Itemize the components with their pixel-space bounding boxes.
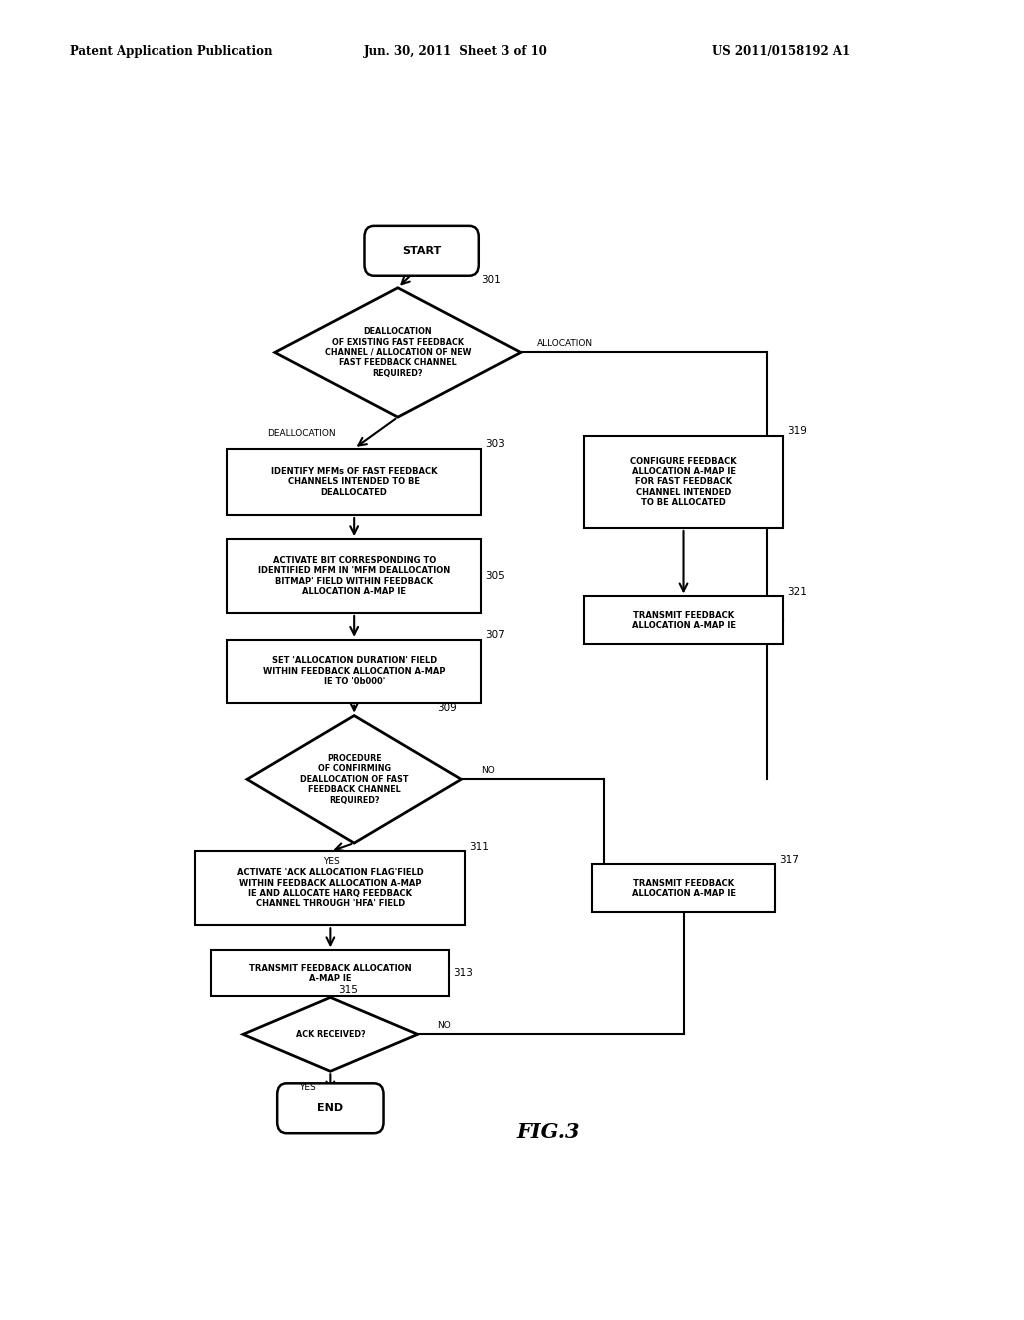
Text: 301: 301 [481,276,501,285]
Bar [227,640,481,702]
Text: TRANSMIT FEEDBACK
ALLOCATION A-MAP IE: TRANSMIT FEEDBACK ALLOCATION A-MAP IE [632,879,735,898]
Text: 303: 303 [485,440,505,449]
Text: DEALLOCATION
OF EXISTING FAST FEEDBACK
CHANNEL / ALLOCATION OF NEW
FAST FEEDBACK: DEALLOCATION OF EXISTING FAST FEEDBACK C… [325,327,471,378]
Bar [227,449,481,515]
Polygon shape [247,715,461,843]
Text: 305: 305 [485,572,505,581]
Bar [585,436,782,528]
Text: START: START [402,246,441,256]
Text: 307: 307 [485,630,505,640]
Text: Jun. 30, 2011  Sheet 3 of 10: Jun. 30, 2011 Sheet 3 of 10 [364,45,548,58]
Text: 309: 309 [437,704,458,713]
FancyBboxPatch shape [365,226,479,276]
Text: ACTIVATE 'ACK ALLOCATION FLAG'FIELD
WITHIN FEEDBACK ALLOCATION A-MAP
IE AND ALLO: ACTIVATE 'ACK ALLOCATION FLAG'FIELD WITH… [237,869,424,908]
Text: YES: YES [324,857,340,866]
Text: US 2011/0158192 A1: US 2011/0158192 A1 [712,45,850,58]
Polygon shape [243,998,418,1072]
Text: 317: 317 [778,855,799,865]
Text: TRANSMIT FEEDBACK
ALLOCATION A-MAP IE: TRANSMIT FEEDBACK ALLOCATION A-MAP IE [632,611,735,630]
Text: Patent Application Publication: Patent Application Publication [70,45,272,58]
Bar [196,851,465,925]
Text: FIG.3: FIG.3 [517,1122,581,1142]
Text: YES: YES [299,1084,316,1093]
Text: 311: 311 [469,842,489,851]
Polygon shape [274,288,521,417]
Text: 315: 315 [338,985,358,995]
Bar [592,865,775,912]
Bar [585,597,782,644]
Text: DEALLOCATION: DEALLOCATION [267,429,336,438]
Text: ALLOCATION: ALLOCATION [537,339,593,347]
Text: ACK RECEIVED?: ACK RECEIVED? [296,1030,366,1039]
Text: 313: 313 [454,969,473,978]
Text: ACTIVATE BIT CORRESPONDING TO
IDENTIFIED MFM IN 'MFM DEALLOCATION
BITMAP' FIELD : ACTIVATE BIT CORRESPONDING TO IDENTIFIED… [258,556,451,597]
Bar [227,539,481,612]
Text: IDENTIFY MFMs OF FAST FEEDBACK
CHANNELS INTENDED TO BE
DEALLOCATED: IDENTIFY MFMs OF FAST FEEDBACK CHANNELS … [271,467,437,496]
Bar [211,950,450,997]
FancyBboxPatch shape [278,1084,384,1133]
Text: PROCEDURE
OF CONFIRMING
DEALLOCATION OF FAST
FEEDBACK CHANNEL
REQUIRED?: PROCEDURE OF CONFIRMING DEALLOCATION OF … [300,754,409,805]
Text: TRANSMIT FEEDBACK ALLOCATION
A-MAP IE: TRANSMIT FEEDBACK ALLOCATION A-MAP IE [249,964,412,983]
Text: SET 'ALLOCATION DURATION' FIELD
WITHIN FEEDBACK ALLOCATION A-MAP
IE TO '0b000': SET 'ALLOCATION DURATION' FIELD WITHIN F… [263,656,445,686]
Text: CONFIGURE FEEDBACK
ALLOCATION A-MAP IE
FOR FAST FEEDBACK
CHANNEL INTENDED
TO BE : CONFIGURE FEEDBACK ALLOCATION A-MAP IE F… [630,457,737,507]
Text: 319: 319 [786,426,807,436]
Text: 321: 321 [786,587,807,597]
Text: END: END [317,1104,343,1113]
Text: NO: NO [437,1020,452,1030]
Text: NO: NO [481,766,495,775]
